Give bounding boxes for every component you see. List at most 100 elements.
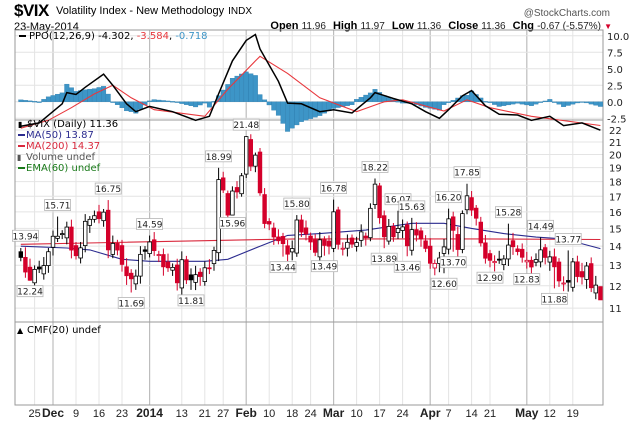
annotation-box	[453, 166, 481, 179]
candle-body	[23, 257, 28, 273]
candle-body	[414, 229, 419, 236]
price-annotation: 15.71	[44, 199, 71, 212]
price-annotation: 13.70	[439, 256, 467, 269]
candle-body	[483, 242, 488, 259]
annotation-label: 21.48	[233, 121, 259, 131]
candle-body	[280, 236, 286, 245]
candle-body	[326, 240, 332, 247]
candle	[372, 178, 378, 209]
candle-body	[552, 256, 557, 268]
ppo-histogram-bar	[354, 99, 360, 102]
candle	[188, 268, 194, 290]
ppo-histogram-bar	[18, 99, 24, 102]
annotation-label: 16.75	[95, 185, 121, 195]
candle	[524, 251, 529, 269]
candle	[110, 235, 115, 259]
ma50-swatch	[18, 134, 25, 136]
ema60-swatch	[18, 167, 25, 169]
candle-body	[156, 254, 161, 256]
candle	[280, 232, 286, 257]
annotation-label: 11.69	[118, 300, 144, 310]
candle	[276, 229, 281, 245]
ppo-tick-label: -2.5	[607, 114, 627, 125]
candle-body	[386, 225, 391, 242]
price-tick-label: 20	[609, 150, 622, 161]
ppo-histogram-bar	[289, 101, 295, 129]
candle	[377, 183, 382, 224]
ppo-histogram-bar	[496, 101, 502, 107]
candle	[533, 253, 539, 267]
candle-body	[230, 190, 235, 216]
price-tick-label: 17	[609, 192, 622, 203]
candle	[156, 250, 161, 263]
candle	[133, 269, 138, 290]
candle-body	[151, 239, 157, 252]
price-tick-label: 12	[609, 282, 622, 293]
annotation-label: 15.96	[220, 219, 246, 229]
candle-body	[73, 245, 79, 257]
chg-label: Chg	[512, 20, 535, 32]
ppo-histogram-bar	[395, 101, 401, 103]
candle-body	[469, 197, 474, 211]
ppo-histogram-bar	[271, 101, 277, 111]
annotation-box	[218, 217, 246, 229]
price-annotation: 13.94	[11, 229, 39, 242]
candle	[128, 269, 134, 293]
x-tick-label: 2014	[136, 406, 163, 420]
price-annotation: 14.49	[527, 219, 554, 232]
candle	[335, 206, 341, 250]
annotation-label: 12.24	[17, 288, 43, 298]
ppo-histogram-bar	[174, 101, 180, 103]
ppo-histogram-bar	[188, 101, 194, 106]
ppo-histogram-bar	[505, 101, 511, 106]
ppo-tick-label: 2.5	[607, 81, 623, 92]
price-annotation: 17.85	[453, 166, 481, 179]
annotation-label: 15.80	[284, 200, 310, 210]
candle-body	[83, 220, 88, 247]
candle-body	[239, 175, 244, 195]
ppo-histogram-bar	[510, 101, 516, 105]
candle	[520, 243, 525, 263]
ppo-histogram-bar	[239, 73, 245, 102]
candle-body	[147, 241, 152, 255]
candle	[368, 203, 373, 242]
price-annotation: 12.24	[16, 285, 44, 298]
candle-body	[220, 177, 226, 191]
symbol: $VIX	[14, 1, 49, 20]
candle	[543, 243, 548, 265]
candle-body	[303, 227, 309, 235]
candle	[87, 216, 92, 233]
legends: PPO(12,26,9) -4.302, -3.584, -0.718 ▮ $V…	[17, 31, 208, 336]
annotation-box	[94, 182, 122, 195]
ppo-histogram-bar	[441, 101, 447, 105]
x-tick-label: Apr	[420, 406, 441, 420]
candle	[395, 210, 401, 239]
candle	[579, 262, 585, 285]
candle	[73, 241, 79, 260]
candle-body	[285, 245, 290, 255]
annotation-box	[16, 285, 44, 298]
candle	[106, 200, 111, 259]
ppo-histogram-bar	[482, 101, 488, 103]
candle-body	[593, 284, 598, 294]
ppo-histogram-bar	[542, 100, 548, 102]
candle	[289, 240, 295, 261]
candle-body	[589, 263, 594, 289]
candle-body	[18, 251, 23, 258]
candle	[326, 235, 332, 255]
candle-body	[115, 243, 120, 251]
annotation-box	[370, 252, 398, 265]
candle-body	[561, 282, 566, 285]
candle-body	[478, 221, 483, 244]
candle	[363, 232, 368, 246]
candle-body	[487, 253, 493, 261]
brand-link[interactable]: @StockCharts.com	[523, 8, 610, 19]
candle	[446, 208, 451, 255]
ppo-histogram-bar	[50, 95, 56, 102]
candle	[317, 232, 322, 263]
close-value: 11.36	[481, 21, 506, 32]
candle-body	[50, 235, 56, 248]
security-name-text: Volatility Index - New Methodology	[56, 5, 225, 17]
candle-body	[193, 274, 198, 283]
